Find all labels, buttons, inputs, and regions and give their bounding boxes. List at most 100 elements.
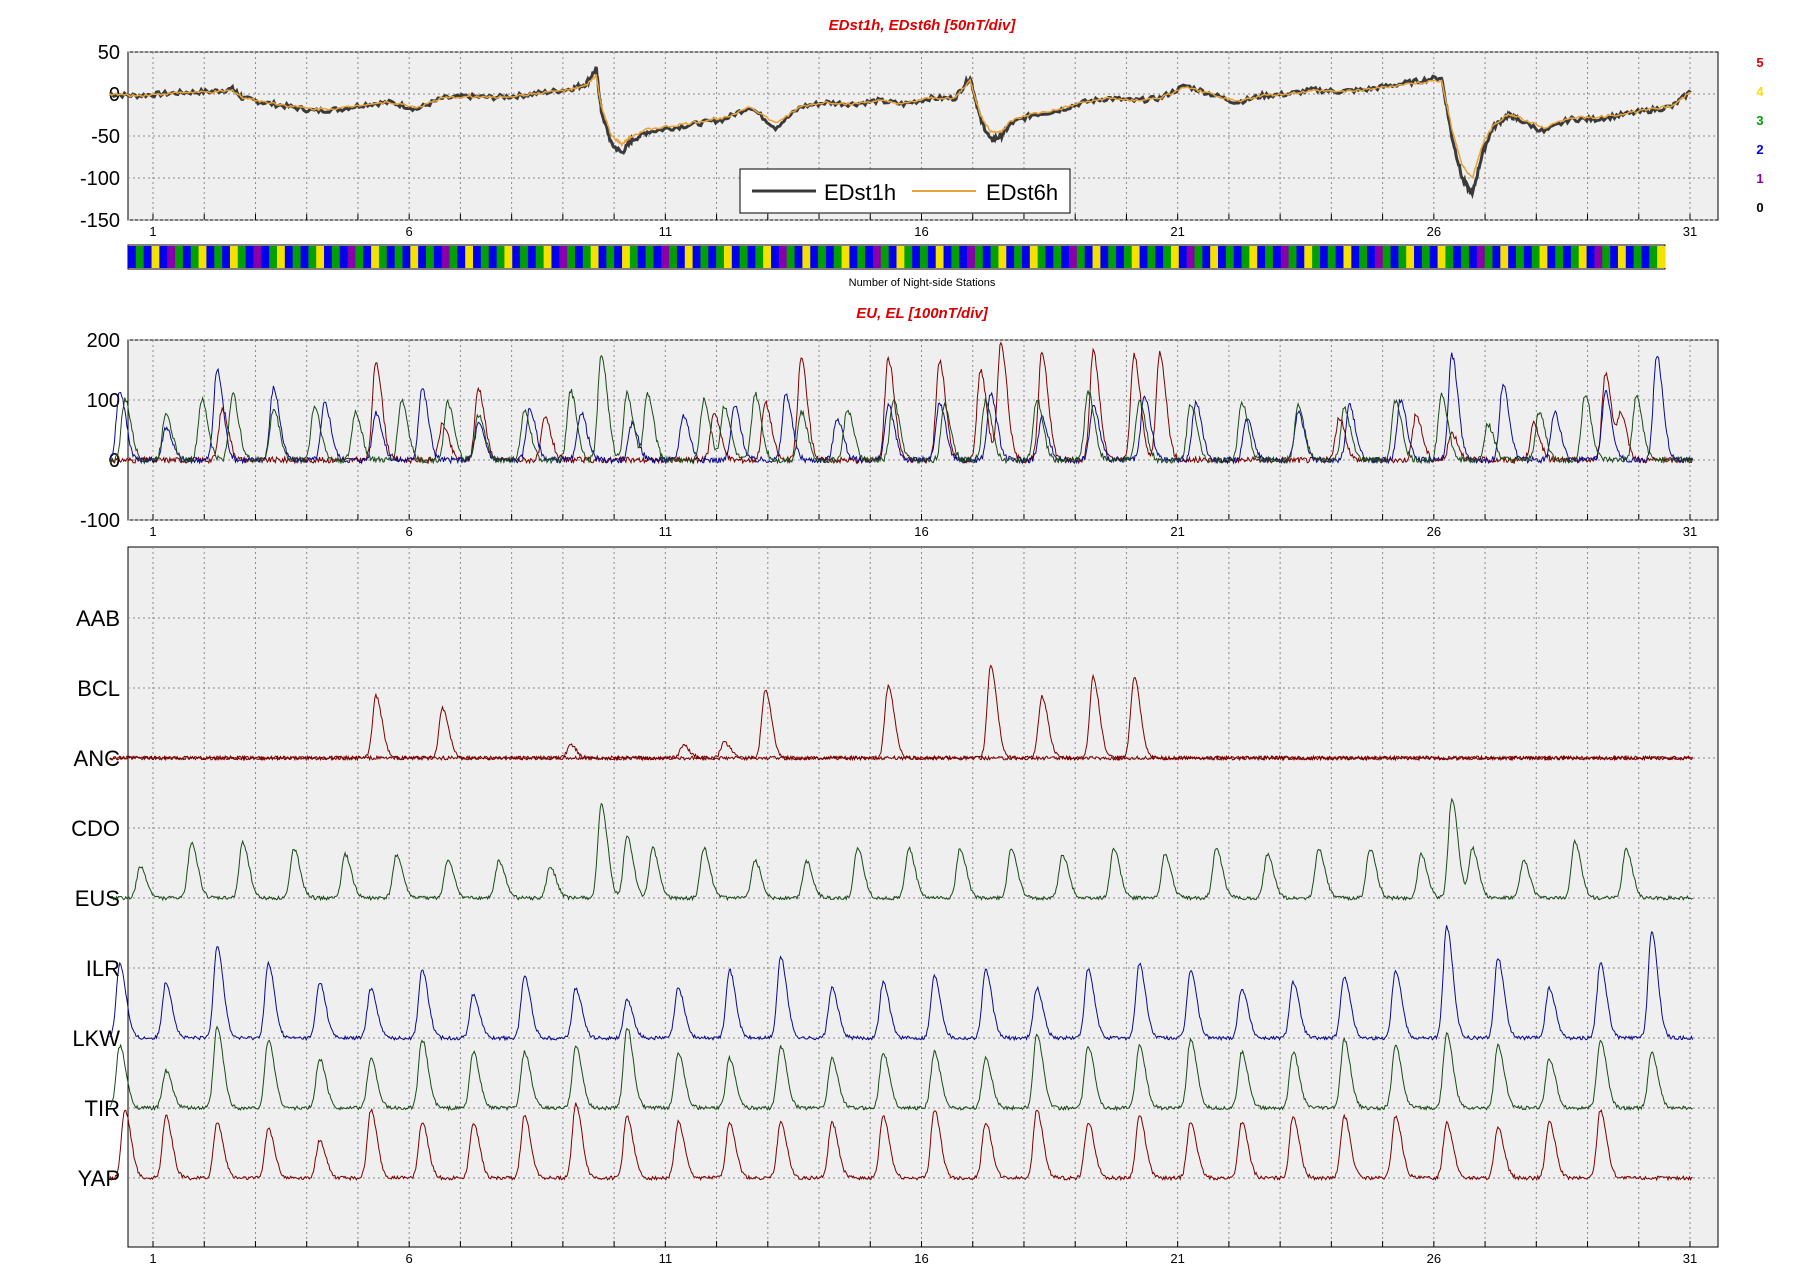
panel1-xtick-label: 31 (1683, 224, 1697, 239)
nightside-cell (1108, 246, 1117, 268)
nightside-cell (410, 246, 419, 268)
nightside-cell (1578, 246, 1588, 268)
nightside-cell (1029, 246, 1039, 268)
nightside-cell (1312, 246, 1321, 268)
nightside-cell (935, 246, 945, 268)
nightside-cell (402, 246, 411, 268)
nightside-cell (261, 246, 270, 268)
panel2-x-ticks: 1 6 11 16 21 26 31 (149, 524, 1697, 539)
panel1-xtick-label: 11 (659, 224, 673, 239)
station-label-tir: TIR (85, 1096, 120, 1121)
nightside-cell (1594, 246, 1603, 268)
nightside-cell (1492, 246, 1501, 268)
panel3-xtick-label: 31 (1683, 1251, 1697, 1266)
series-edst1h (109, 66, 1692, 200)
nightside-cell (1657, 246, 1666, 268)
nightside-cell (731, 246, 741, 268)
nightside-cell (1210, 246, 1219, 268)
nightside-cell (1500, 246, 1509, 268)
nightside-cell (1202, 246, 1211, 268)
station-label-bcl: BCL (77, 676, 120, 701)
nightside-cell (739, 246, 749, 268)
nightside-cell (559, 246, 568, 268)
nightside-cell (214, 246, 223, 268)
nightside-cell (1170, 246, 1180, 268)
nightside-cell (128, 246, 137, 268)
nightside-cell (1053, 246, 1062, 268)
nightside-cell (708, 246, 717, 268)
nightside-cell (888, 246, 898, 268)
nightside-cell (441, 246, 451, 268)
nightside-cell (1045, 246, 1054, 268)
nightside-cell (1508, 246, 1517, 268)
nightside-cell (1484, 246, 1494, 268)
nightside-cell (520, 246, 529, 268)
nightside-cell (1296, 246, 1305, 268)
nightside-cell (1116, 246, 1125, 268)
nightside-cell (190, 246, 200, 268)
panel2-xtick-label: 11 (659, 524, 673, 539)
nightside-cell (661, 246, 670, 268)
nightside-cell (324, 246, 333, 268)
panel1-xtick-label: 26 (1427, 224, 1441, 239)
nightside-cell (645, 246, 655, 268)
nightside-cell (849, 246, 858, 268)
nightside-cell (473, 246, 482, 268)
panel2-title: EU, EL [100nT/div] (856, 305, 988, 322)
nightside-cell (1257, 246, 1266, 268)
nightside-cell (1069, 246, 1078, 268)
nightside-cell (1633, 246, 1643, 268)
nightside-cell (1359, 246, 1368, 268)
nightside-cell (1445, 246, 1454, 268)
nightside-cell (151, 246, 160, 268)
nightside-cell (1084, 246, 1094, 268)
nightside-cell (418, 246, 427, 268)
panel1-xtick-label: 1 (149, 224, 156, 239)
panel1-xtick-label: 6 (406, 224, 413, 239)
panel2-xtick-label: 1 (149, 524, 156, 539)
nightside-cell (237, 246, 247, 268)
panel2-xtick-label: 26 (1427, 524, 1441, 539)
panel2-series-0 (109, 341, 1694, 465)
nightside-cell (394, 246, 404, 268)
nightside-cell (1429, 246, 1439, 268)
nightside-cell (841, 246, 851, 268)
nightside-cell (1100, 246, 1109, 268)
nightside-cell (1610, 246, 1619, 268)
nightside-cell (629, 246, 639, 268)
nightside-cell (818, 246, 827, 268)
nightside-cell (676, 246, 686, 268)
nightside-bar-label: Number of Night-side Stations (849, 277, 996, 289)
nightside-cell (1406, 246, 1415, 268)
nightside-cell (175, 246, 184, 268)
panel3-xtick-label: 16 (914, 1251, 928, 1266)
panel2-xtick-label: 16 (914, 524, 928, 539)
panel2-axes (127, 339, 1719, 521)
nightside-cell (1147, 246, 1156, 268)
nightside-cell (990, 246, 1000, 268)
station-series-anc (109, 740, 1693, 762)
nightside-cell (339, 246, 349, 268)
nightside-cell (880, 246, 890, 268)
nightside-cell (206, 246, 215, 268)
nightside-cell (1523, 246, 1533, 268)
nightside-cell (457, 246, 466, 268)
nightside-cell (920, 246, 929, 268)
nightside-cell (1649, 246, 1658, 268)
nightside-cell (159, 246, 168, 268)
colorbar-label-3: 3 (1756, 113, 1763, 128)
nightside-cell (1061, 246, 1070, 268)
nightside-cell (1468, 246, 1478, 268)
nightside-cell (1123, 246, 1133, 268)
nightside-cell (982, 246, 992, 268)
nightside-cell (1037, 246, 1047, 268)
nightside-cell (1382, 246, 1392, 268)
nightside-cell (1437, 246, 1447, 268)
nightside-cell (1272, 246, 1282, 268)
panel2-grid (128, 339, 1718, 521)
nightside-cell (1617, 246, 1627, 268)
nightside-cell (1421, 246, 1431, 268)
nightside-cell (802, 246, 811, 268)
nightside-cell (347, 246, 357, 268)
